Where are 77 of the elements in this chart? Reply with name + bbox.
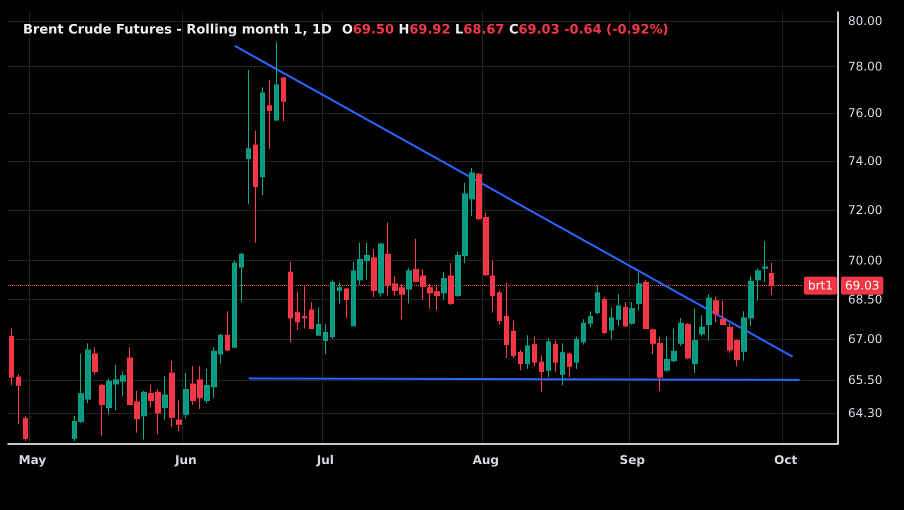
candlestick bbox=[678, 317, 684, 346]
candlestick bbox=[141, 390, 147, 440]
candlestick bbox=[636, 272, 642, 310]
candlestick bbox=[539, 354, 544, 393]
candlestick bbox=[588, 310, 593, 328]
candlestick bbox=[629, 302, 635, 326]
y-tick-label: 67.00 bbox=[848, 332, 882, 346]
candlestick bbox=[609, 306, 614, 340]
candlestick bbox=[23, 415, 28, 442]
candlestick bbox=[518, 349, 523, 371]
candlestick bbox=[239, 252, 244, 303]
candlestick bbox=[316, 306, 321, 336]
x-tick-label: Oct bbox=[774, 453, 798, 467]
candlestick bbox=[295, 291, 300, 330]
candlestick bbox=[323, 324, 328, 355]
candlestick bbox=[574, 336, 579, 370]
candlestick bbox=[337, 282, 342, 304]
candlestick bbox=[99, 383, 105, 436]
candlestick bbox=[713, 296, 719, 322]
x-tick-label: Jul bbox=[316, 453, 334, 467]
candlestick bbox=[281, 77, 286, 122]
candlestick bbox=[16, 374, 21, 425]
candlestick bbox=[581, 318, 586, 346]
y-tick-label: 78.00 bbox=[848, 59, 882, 74]
candlestick bbox=[755, 268, 761, 302]
candlestick bbox=[309, 302, 314, 330]
candlestick bbox=[92, 346, 98, 375]
annotation: 69.03 bbox=[845, 278, 880, 293]
candlestick bbox=[169, 360, 175, 428]
y-tick-label: 68.50 bbox=[848, 292, 882, 306]
candlestick bbox=[176, 400, 182, 432]
text: O69.50 H69.92 L68.67 C69.03 -0.64 (-0.92%) bbox=[342, 22, 669, 38]
candlestick bbox=[525, 334, 530, 370]
candlestick bbox=[497, 290, 502, 326]
x-tick-label: Aug bbox=[472, 453, 499, 467]
candlestick bbox=[274, 42, 279, 121]
candlestick bbox=[762, 240, 768, 284]
candlestick bbox=[546, 337, 551, 378]
candlestick bbox=[567, 352, 572, 378]
candlestick bbox=[595, 284, 600, 314]
candlestick bbox=[685, 322, 691, 360]
y-tick-label: 74.00 bbox=[848, 154, 882, 168]
candlestick bbox=[225, 310, 230, 352]
candlestick bbox=[330, 279, 335, 340]
candlestick bbox=[623, 302, 628, 328]
candlestick bbox=[706, 294, 712, 342]
candlestick bbox=[260, 86, 265, 196]
y-tick-label: 76.00 bbox=[848, 106, 882, 120]
candlestick bbox=[246, 69, 251, 204]
text: Brent Crude Futures - Rolling month 1, 1D bbox=[23, 22, 332, 38]
candlestick bbox=[616, 294, 621, 326]
y-tick-label: 64.30 bbox=[848, 406, 882, 420]
x-tick-label: Sep bbox=[620, 453, 646, 467]
x-tick-label: May bbox=[18, 453, 46, 467]
y-tick-label: 70.00 bbox=[848, 254, 882, 268]
candlestick bbox=[9, 328, 14, 386]
y-tick-label: 72.00 bbox=[848, 203, 882, 218]
y-tick-label: 65.50 bbox=[848, 372, 882, 387]
x-tick-label: Jun bbox=[174, 453, 197, 467]
candlestick bbox=[553, 340, 558, 372]
candlestick bbox=[406, 268, 412, 304]
candlestick bbox=[267, 80, 272, 150]
candlestick bbox=[232, 260, 237, 348]
candlestick bbox=[253, 130, 258, 244]
candlestick bbox=[699, 314, 705, 338]
candlestick bbox=[162, 375, 168, 421]
ref-line-label: brt1 bbox=[808, 278, 833, 293]
candlestick bbox=[378, 242, 384, 298]
candlestick bbox=[720, 300, 726, 326]
candlestick bbox=[441, 272, 447, 300]
candlestick bbox=[532, 336, 537, 367]
candlestick bbox=[560, 342, 565, 386]
candlestick bbox=[183, 372, 189, 420]
candlestick bbox=[511, 320, 516, 359]
candlestick bbox=[602, 296, 607, 334]
candlestick bbox=[692, 308, 698, 374]
y-tick-label: 80.00 bbox=[848, 14, 882, 28]
